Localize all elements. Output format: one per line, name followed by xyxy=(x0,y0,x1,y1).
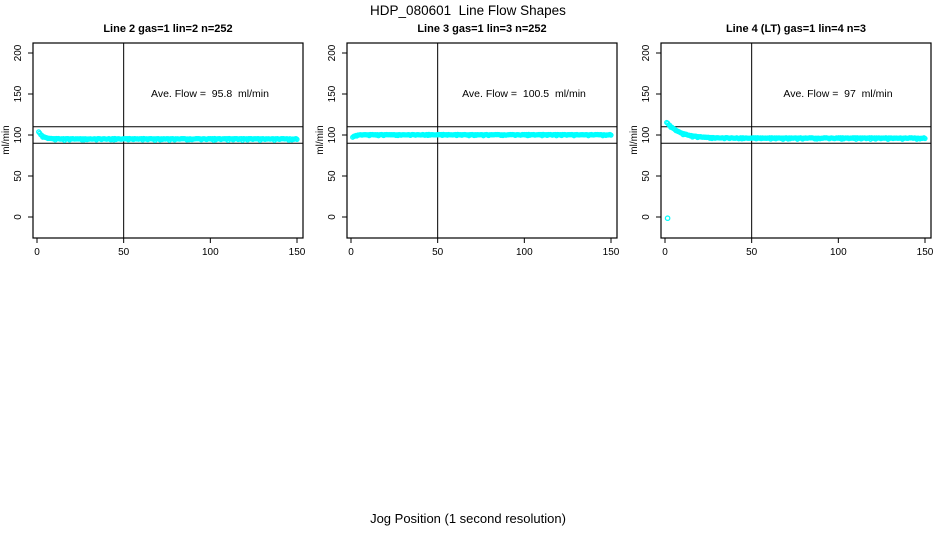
panel-title: Line 3 gas=1 lin=3 n=252 xyxy=(417,23,546,35)
x-tick-label: 150 xyxy=(603,247,620,258)
panel-line-2-svg: Line 2 gas=1 lin=2 n=252 ml/min 0 50 100 15… xyxy=(1,23,306,258)
data-points xyxy=(664,119,928,222)
x-tick-label: 100 xyxy=(516,247,533,258)
y-tick-label: 100 xyxy=(327,126,338,143)
x-tick-label: 100 xyxy=(202,247,219,258)
panel-line-2: Line 2 gas=1 lin=2 n=252 ml/min 0 50 100 15… xyxy=(0,18,314,268)
x-tick-label: 50 xyxy=(118,247,130,258)
main-title: HDP_080601 Line Flow Shapes xyxy=(370,3,566,18)
y-tick-label: 200 xyxy=(327,44,338,61)
x-tick-label: 50 xyxy=(746,247,758,258)
panel-line-3-svg: Line 3 gas=1 lin=3 n=252 ml/min 0 50 100 15… xyxy=(315,23,620,258)
reference-lines xyxy=(347,43,617,238)
ave-flow-annotation: Ave. Flow = 97 ml/min xyxy=(783,88,892,100)
y-tick-label: 100 xyxy=(13,126,24,143)
y-tick-label: 50 xyxy=(641,170,652,182)
plot-frame xyxy=(660,42,932,239)
x-tick-label: 0 xyxy=(348,247,354,258)
axis-ticks: 0 50 100 150 200 0 50 100 150 xyxy=(641,44,934,258)
x-axis-title: Jog Position (1 second resolution) xyxy=(370,511,566,526)
outlier-point xyxy=(664,215,671,222)
y-tick-label: 200 xyxy=(13,44,24,61)
flow-point xyxy=(294,136,300,143)
plot-frame xyxy=(32,42,304,239)
ave-flow-annotation: Ave. Flow = 100.5 ml/min xyxy=(462,88,586,100)
y-axis-label: ml/min xyxy=(315,125,326,154)
y-tick-label: 0 xyxy=(641,214,652,220)
panel-title: Line 4 (LT) gas=1 lin=4 n=3 xyxy=(726,23,866,35)
axis-ticks: 0 50 100 150 200 0 50 100 150 xyxy=(13,44,306,258)
data-points xyxy=(36,129,300,143)
y-tick-label: 0 xyxy=(327,214,338,220)
x-tick-label: 150 xyxy=(917,247,934,258)
y-tick-label: 150 xyxy=(327,85,338,102)
x-tick-label: 0 xyxy=(34,247,40,258)
x-tick-label: 0 xyxy=(662,247,668,258)
y-tick-label: 200 xyxy=(641,44,652,61)
y-tick-label: 0 xyxy=(13,214,24,220)
y-tick-label: 150 xyxy=(641,85,652,102)
y-axis-label: ml/min xyxy=(1,125,12,154)
y-tick-label: 150 xyxy=(13,85,24,102)
axis-ticks: 0 50 100 150 200 0 50 100 150 xyxy=(327,44,620,258)
x-tick-label: 150 xyxy=(289,247,306,258)
y-axis-label: ml/min xyxy=(629,125,640,154)
y-tick-label: 100 xyxy=(641,126,652,143)
x-tick-label: 100 xyxy=(830,247,847,258)
ave-flow-annotation: Ave. Flow = 95.8 ml/min xyxy=(151,88,269,100)
data-points xyxy=(350,131,614,140)
flow-point xyxy=(608,132,614,138)
panel-title: Line 2 gas=1 lin=2 n=252 xyxy=(103,23,232,35)
panel-line-4: Line 4 (LT) gas=1 lin=4 n=3 ml/min 0 50 10… xyxy=(628,18,936,268)
flow-point xyxy=(922,135,928,142)
x-tick-label: 50 xyxy=(432,247,444,258)
panel-line-4-svg: Line 4 (LT) gas=1 lin=4 n=3 ml/min 0 50 10… xyxy=(629,23,934,258)
y-tick-label: 50 xyxy=(327,170,338,182)
panel-line-3: Line 3 gas=1 lin=3 n=252 ml/min 0 50 100 15… xyxy=(314,18,628,268)
y-tick-label: 50 xyxy=(13,170,24,182)
plot-frame xyxy=(346,42,618,239)
